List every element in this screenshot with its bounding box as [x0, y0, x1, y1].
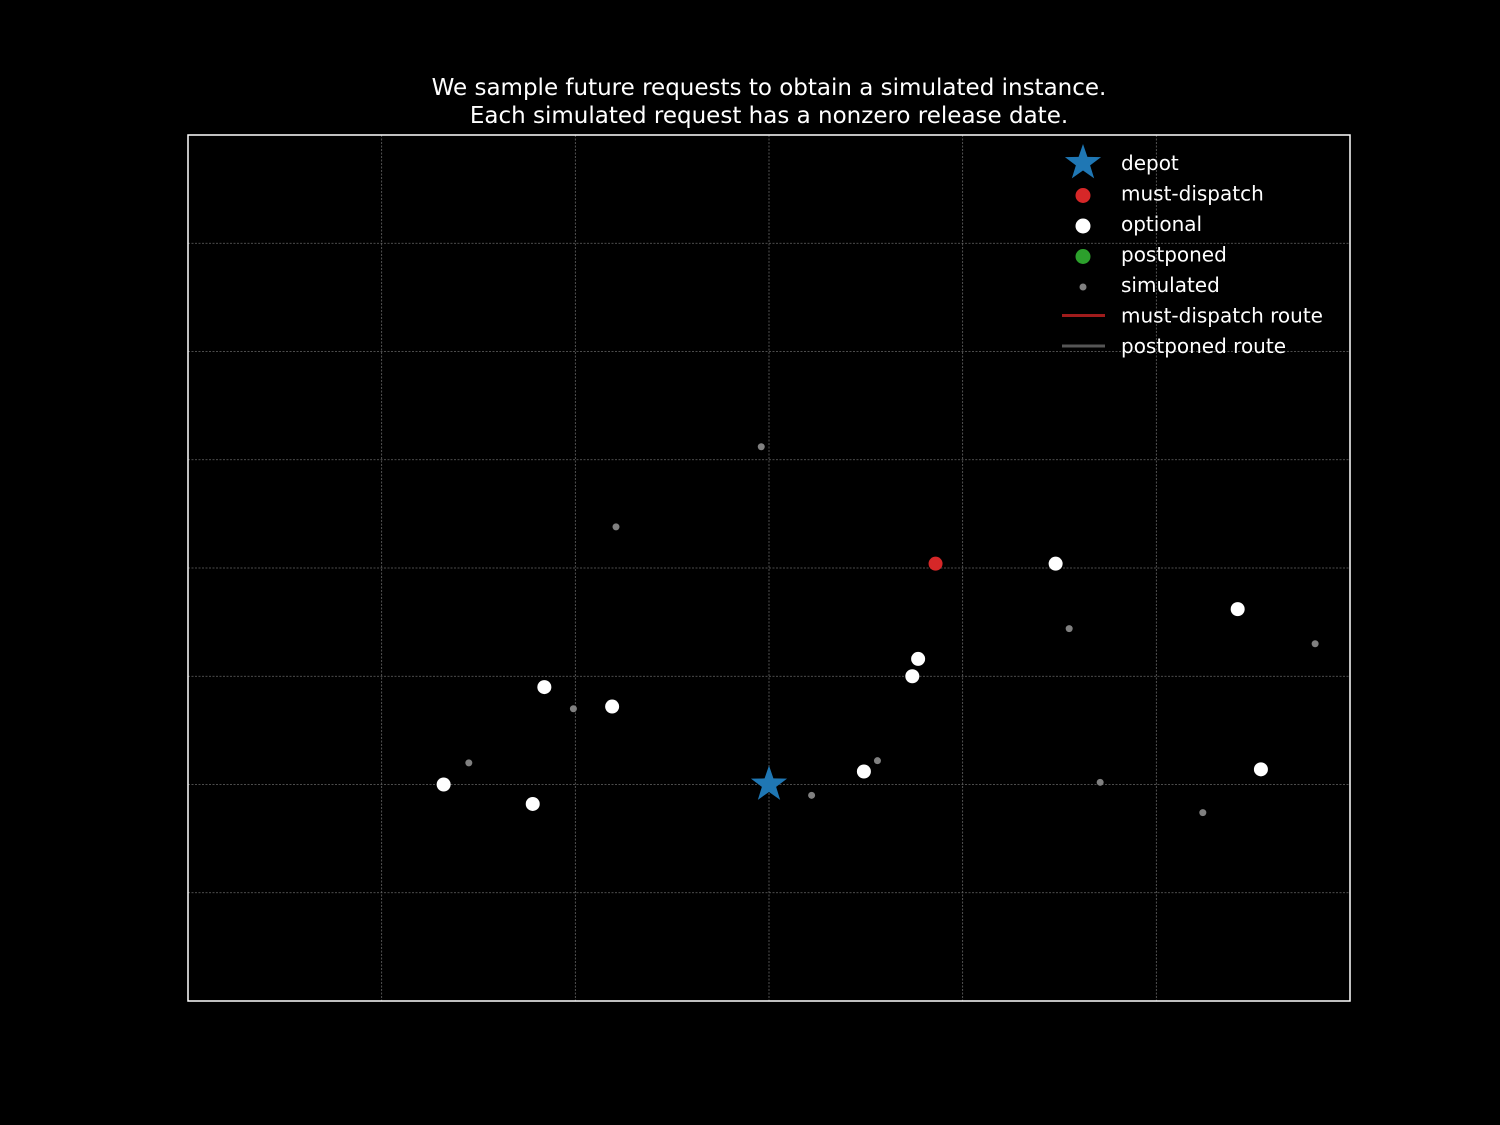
simulated-point	[1311, 640, 1319, 648]
optional-point	[1048, 556, 1063, 571]
plot-area	[436, 443, 1319, 817]
simulated-point	[569, 705, 577, 713]
must-dispatch-point	[928, 556, 943, 571]
legend-label-postponed: postponed	[1121, 243, 1227, 267]
legend-marker-postponed	[1075, 249, 1091, 264]
optional-point	[905, 669, 920, 684]
simulated-point	[808, 791, 816, 799]
chart-title-line-1: We sample future requests to obtain a si…	[432, 75, 1107, 101]
legend-marker-optional	[1075, 218, 1091, 234]
simulated-point	[1065, 625, 1073, 633]
simulated-point	[757, 443, 765, 451]
optional-point	[537, 680, 552, 695]
optional-point	[1230, 602, 1245, 617]
legend-label-postponed-route: postponed route	[1121, 334, 1286, 358]
legend-marker-depot	[1064, 144, 1102, 179]
axes-frame	[187, 134, 1351, 1002]
simulated-point	[465, 759, 473, 767]
legend-marker-simulated	[1079, 283, 1087, 291]
legend-marker-must-dispatch	[1075, 188, 1091, 203]
optional-point	[525, 796, 540, 811]
simulated-point	[1199, 809, 1207, 817]
optional-point	[605, 699, 620, 714]
optional-point	[1253, 762, 1268, 777]
legend: depot must-dispatch optional postponed simul…	[1062, 144, 1323, 358]
simulated-point	[612, 523, 620, 531]
legend-label-must-dispatch: must-dispatch	[1121, 182, 1264, 206]
legend-label-optional: optional	[1121, 212, 1202, 236]
simulated-point	[1096, 778, 1104, 786]
legend-label-must-dispatch-route: must-dispatch route	[1121, 304, 1323, 328]
chart-title-line-2: Each simulated request has a nonzero rel…	[470, 103, 1068, 129]
legend-label-depot: depot	[1121, 151, 1179, 175]
optional-point	[856, 764, 871, 779]
simulated-point	[873, 757, 881, 765]
optional-point	[911, 651, 926, 666]
legend-label-simulated: simulated	[1121, 273, 1220, 297]
optional-point	[436, 777, 451, 792]
depot-point	[750, 765, 788, 800]
